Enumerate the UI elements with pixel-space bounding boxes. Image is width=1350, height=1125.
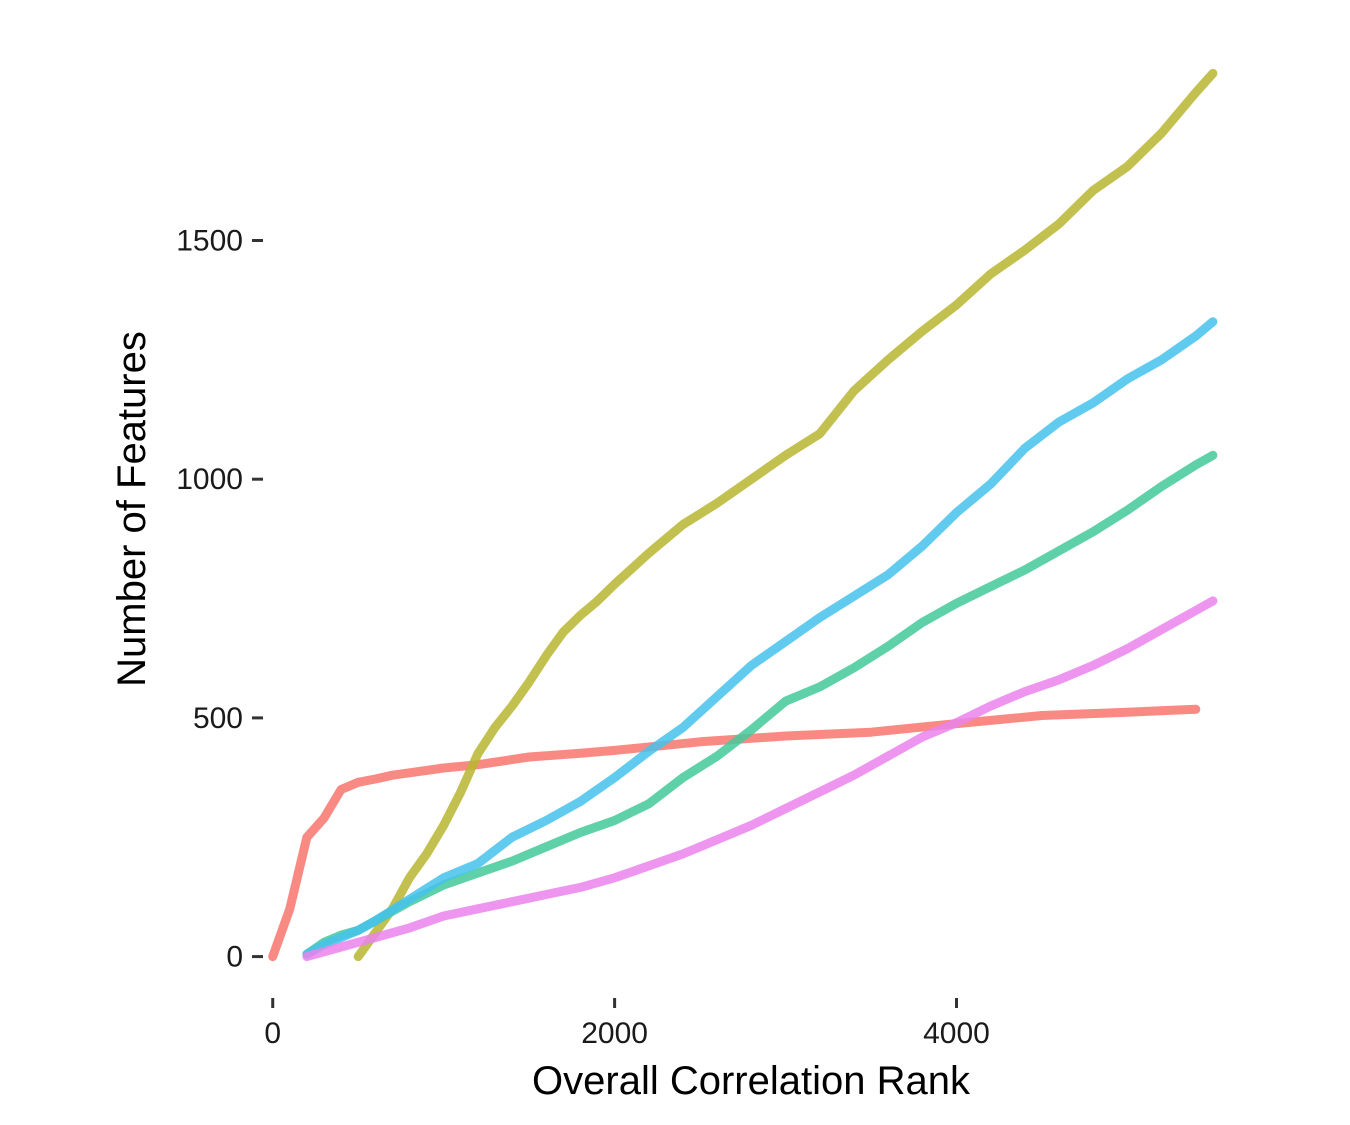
series-line-4 xyxy=(302,317,1218,959)
series-layer xyxy=(268,68,1218,962)
y-tick-label: 1000 xyxy=(176,463,243,496)
x-tick-label: 4000 xyxy=(923,1017,990,1050)
y-axis-title: Number of Features xyxy=(110,331,154,687)
x-axis: 0 2000 4000 xyxy=(264,998,990,1050)
y-tick-label: 0 xyxy=(226,941,243,974)
y-tick-label: 1500 xyxy=(176,225,243,258)
y-axis: 0 500 1000 1500 xyxy=(176,225,263,974)
x-tick-label: 2000 xyxy=(581,1017,648,1050)
series-line-5 xyxy=(302,596,1218,962)
x-tick-label: 0 xyxy=(264,1017,281,1050)
x-axis-title: Overall Correlation Rank xyxy=(532,1059,971,1103)
y-tick-label: 500 xyxy=(193,702,243,735)
series-line-2 xyxy=(353,68,1218,962)
